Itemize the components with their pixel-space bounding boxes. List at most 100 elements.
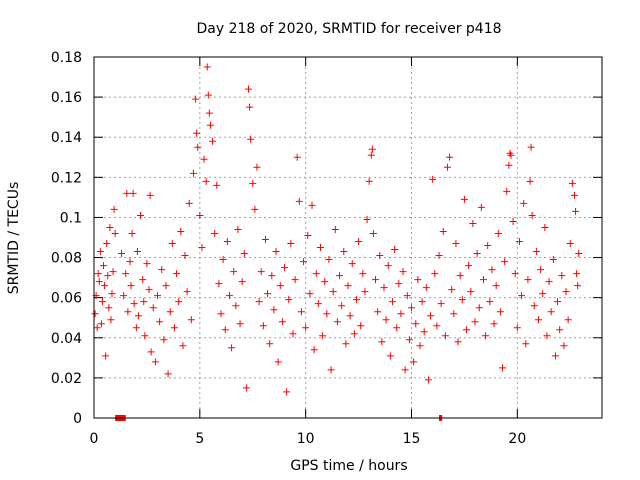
x-tick-label: 5 (195, 431, 204, 447)
data-point (185, 199, 193, 207)
data-point (515, 238, 523, 246)
data-point (433, 322, 441, 330)
x-axis-label: GPS time / hours (290, 458, 407, 474)
data-point (95, 278, 103, 286)
data-point (482, 332, 490, 340)
data-point (127, 282, 135, 290)
data-point (484, 242, 492, 250)
data-point (147, 348, 155, 356)
data-point (372, 276, 380, 284)
data-point (384, 262, 392, 270)
data-point (289, 330, 297, 338)
data-point (382, 316, 390, 324)
data-point (395, 280, 403, 288)
data-point (225, 292, 233, 300)
data-point (348, 260, 356, 268)
data-point (420, 328, 428, 336)
data-point (183, 288, 191, 296)
data-point (93, 324, 101, 332)
data-point (509, 217, 517, 225)
data-point (418, 298, 426, 306)
data-point (107, 316, 115, 324)
data-point (431, 270, 439, 278)
data-point (507, 151, 515, 159)
data-point (110, 205, 118, 213)
data-point (230, 268, 238, 276)
data-point (331, 225, 339, 233)
data-point (393, 324, 401, 332)
y-tick-label: 0.1 (60, 210, 82, 226)
data-point (295, 197, 303, 205)
data-point (129, 189, 137, 197)
data-point (524, 276, 532, 284)
data-point (329, 288, 337, 296)
data-point (575, 250, 583, 258)
data-point (323, 310, 331, 318)
data-point (490, 320, 498, 328)
data-point (168, 240, 176, 248)
data-point (139, 276, 147, 284)
data-point (264, 290, 272, 298)
data-point (302, 324, 310, 332)
data-point (365, 177, 373, 185)
data-point (475, 304, 483, 312)
data-point (97, 320, 105, 328)
y-tick-label: 0.18 (51, 50, 82, 66)
data-point (306, 290, 314, 298)
y-axis-label: SRMTID / TECUs (6, 182, 22, 295)
data-point (133, 248, 141, 256)
data-point (488, 266, 496, 274)
data-point (539, 290, 547, 298)
x-tick-label: 20 (508, 431, 526, 447)
data-point (412, 320, 420, 328)
data-point (458, 296, 466, 304)
data-point (414, 276, 422, 284)
data-point (505, 161, 513, 169)
data-point (401, 366, 409, 374)
data-point (274, 358, 282, 366)
data-point (526, 177, 534, 185)
data-point (91, 310, 99, 318)
data-point (272, 248, 280, 256)
data-point (94, 270, 102, 278)
data-point (443, 163, 451, 171)
data-point (560, 342, 568, 350)
data-point (446, 153, 454, 161)
data-point (181, 252, 189, 260)
data-point (151, 358, 159, 366)
data-point (496, 308, 504, 316)
data-point (177, 227, 185, 235)
data-point (427, 312, 435, 320)
data-point (122, 270, 130, 278)
data-point (221, 326, 229, 334)
plot-frame (93, 56, 603, 419)
data-point (308, 201, 316, 209)
data-point (355, 238, 363, 246)
data-point (118, 250, 126, 258)
data-point (205, 109, 213, 117)
data-point (477, 203, 485, 211)
data-point (545, 278, 553, 286)
data-point (198, 244, 206, 252)
data-point (211, 229, 219, 237)
data-point (486, 298, 494, 306)
data-point (255, 298, 263, 306)
data-point (543, 332, 551, 340)
data-point (321, 278, 329, 286)
y-tick-label: 0.16 (51, 90, 82, 106)
data-point (192, 95, 200, 103)
data-point (378, 338, 386, 346)
data-point (342, 340, 350, 348)
data-point (448, 286, 456, 294)
data-point (551, 352, 559, 360)
y-tick-label: 0.02 (51, 371, 82, 387)
data-point (391, 246, 399, 254)
data-point (344, 282, 352, 290)
data-point (403, 292, 411, 300)
data-point (460, 195, 468, 203)
data-point (471, 318, 479, 326)
data-point (300, 258, 308, 266)
data-point (336, 272, 344, 280)
data-point (549, 256, 557, 264)
data-point (450, 310, 458, 318)
